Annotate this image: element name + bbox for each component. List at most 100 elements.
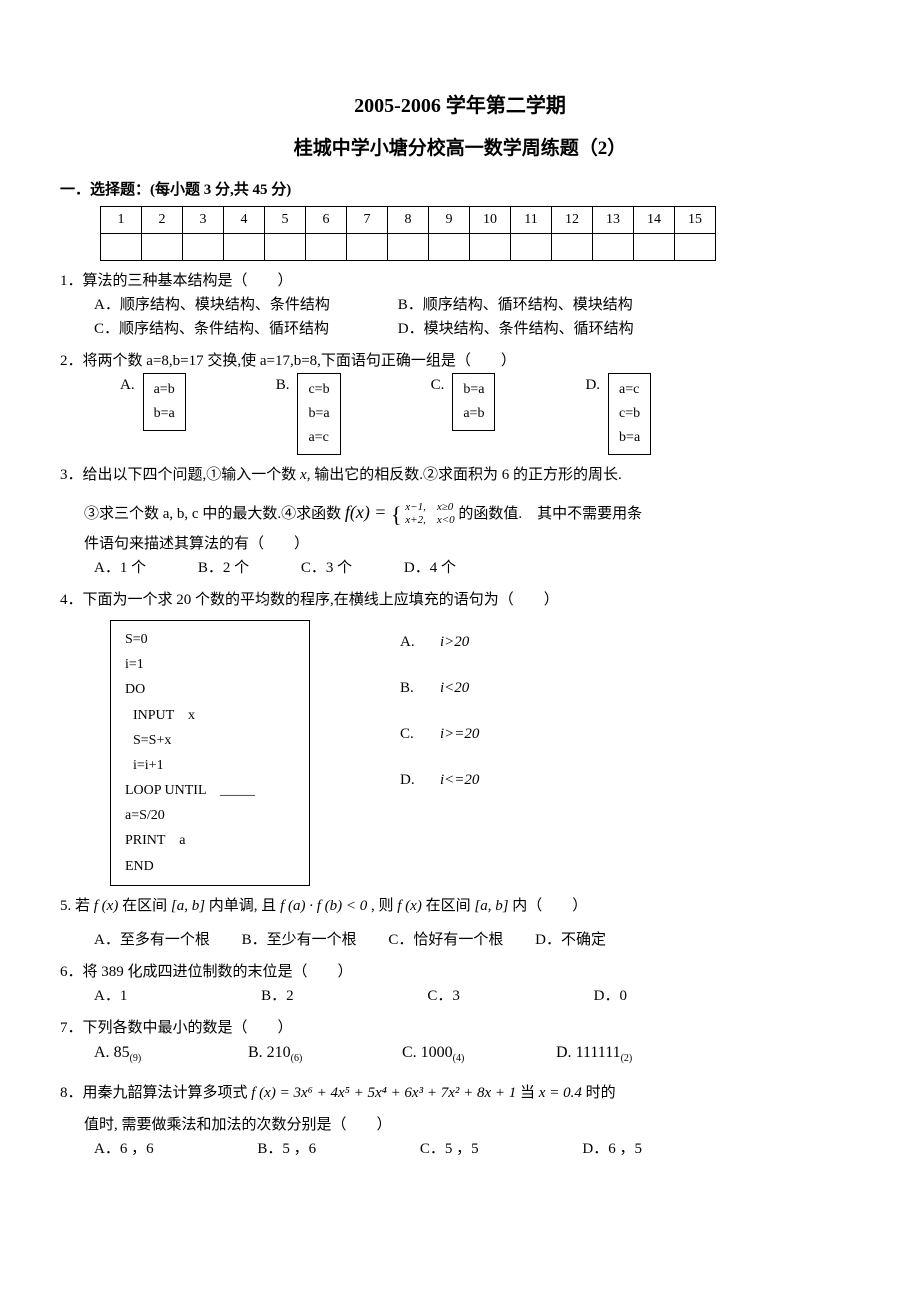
q4-C: i>=20 bbox=[440, 726, 479, 742]
q1-opts: A．顺序结构、模块结构、条件结构 B．顺序结构、循环结构、模块结构 C．顺序结构… bbox=[60, 293, 860, 341]
title-sub: 桂城中学小塘分校高一数学周练题（2） bbox=[60, 134, 860, 164]
title-main: 2005-2006 学年第二学期 bbox=[60, 90, 860, 122]
q6-opts: A．1 B．2 C．3 D．0 bbox=[60, 984, 860, 1008]
q8-line2: 值时, 需要做乘法和加法的次数分别是（ ） bbox=[60, 1113, 860, 1137]
grid-blank-cell bbox=[511, 234, 552, 261]
grid-blank-cell bbox=[183, 234, 224, 261]
q7-B-num: 210 bbox=[267, 1044, 291, 1061]
q3-B: B．2 个 bbox=[198, 556, 249, 580]
q5-opts: A．至多有一个根 B．至少有一个根 C．恰好有一个根 D．不确定 bbox=[60, 928, 860, 952]
q5-intv: [a, b] bbox=[171, 898, 205, 914]
brace-icon: { bbox=[391, 502, 402, 527]
code-line: i=1 bbox=[125, 652, 295, 677]
q2-opts: A. a=b b=a B. c=b b=a a=c C. b=a a=b D. bbox=[60, 373, 860, 454]
grid-head-cell: 12 bbox=[552, 207, 593, 234]
grid-head-cell: 8 bbox=[388, 207, 429, 234]
q5-A: A．至多有一个根 bbox=[94, 928, 210, 952]
q4-opts: A.i>20 B.i<20 C.i>=20 D.i<=20 bbox=[400, 630, 479, 814]
q8-line1: 8．用秦九韶算法计算多项式 f (x) = 3x⁶ + 4x⁵ + 5x⁴ + … bbox=[60, 1081, 860, 1105]
q5-pre: 5. 若 bbox=[60, 898, 94, 914]
grid-head-cell: 3 bbox=[183, 207, 224, 234]
code-line: S=S+x bbox=[125, 728, 295, 753]
q3-l1-x: x bbox=[300, 467, 307, 483]
q8-poly: f (x) = 3x⁶ + 4x⁵ + 5x⁴ + 6x³ + 7x² + 8x… bbox=[251, 1085, 516, 1101]
q2-B: B. c=b b=a a=c bbox=[276, 373, 341, 454]
q8-A: A．6 ，6 bbox=[94, 1137, 154, 1161]
q3-case-br: x<0 bbox=[437, 514, 455, 526]
q7-opts: A. 85(9) B. 210(6) C. 1000(4) D. 111111(… bbox=[60, 1040, 860, 1067]
q2-boxA-l2: b=a bbox=[154, 402, 175, 426]
grid-head-cell: 14 bbox=[634, 207, 675, 234]
grid-blank-cell bbox=[388, 234, 429, 261]
q8: 8．用秦九韶算法计算多项式 f (x) = 3x⁶ + 4x⁵ + 5x⁴ + … bbox=[60, 1081, 860, 1161]
grid-blank-cell bbox=[224, 234, 265, 261]
q6-stem: 6．将 389 化成四进位制数的末位是（ ） bbox=[60, 960, 860, 984]
q6-C: C．3 bbox=[427, 984, 460, 1008]
q1-C: C．顺序结构、条件结构、循环结构 bbox=[94, 317, 394, 341]
q8-C: C．5 ，5 bbox=[420, 1137, 479, 1161]
q7-D-pre: D. bbox=[556, 1044, 572, 1061]
q2-boxA-l1: a=b bbox=[154, 378, 175, 402]
q5-tail: 内（ ） bbox=[509, 898, 588, 914]
q1-stem: 1．算法的三种基本结构是（ ） bbox=[60, 269, 860, 293]
grid-head-cell: 15 bbox=[675, 207, 716, 234]
q8-pre: 8．用秦九韶算法计算多项式 bbox=[60, 1085, 251, 1101]
q5-m4: 在区间 bbox=[422, 898, 475, 914]
grid-head-cell: 10 bbox=[470, 207, 511, 234]
grid-head-cell: 6 bbox=[306, 207, 347, 234]
q6-A: A．1 bbox=[94, 984, 127, 1008]
q2-boxD-l1: a=c bbox=[619, 378, 640, 402]
grid-head-cell: 2 bbox=[142, 207, 183, 234]
q4-D: i<=20 bbox=[440, 772, 479, 788]
grid-blank-cell bbox=[552, 234, 593, 261]
q7-stem: 7．下列各数中最小的数是（ ） bbox=[60, 1016, 860, 1040]
q2-boxD-l2: c=b bbox=[619, 402, 640, 426]
q2-B-label: B. bbox=[276, 373, 290, 397]
q5-D: D．不确定 bbox=[535, 928, 606, 952]
grid-blank-cell bbox=[429, 234, 470, 261]
q1: 1．算法的三种基本结构是（ ） A．顺序结构、模块结构、条件结构 B．顺序结构、… bbox=[60, 269, 860, 341]
q3-l1-post: , 输出它的相反数.②求面积为 6 的正方形的周长. bbox=[307, 467, 622, 483]
q3-l2-post: 的函数值. 其中不需要用条 bbox=[458, 506, 642, 522]
grid-head-cell: 11 bbox=[511, 207, 552, 234]
q3-fx: f(x) = bbox=[345, 502, 391, 522]
q8-D: D．6 ，5 bbox=[582, 1137, 642, 1161]
code-line: INPUT x bbox=[125, 703, 295, 728]
q7: 7．下列各数中最小的数是（ ） A. 85(9) B. 210(6) C. 10… bbox=[60, 1016, 860, 1067]
q6-D: D．0 bbox=[594, 984, 627, 1008]
q6: 6．将 389 化成四进位制数的末位是（ ） A．1 B．2 C．3 D．0 bbox=[60, 960, 860, 1008]
code-line: i=i+1 bbox=[125, 753, 295, 778]
q8-B: B．5 ，6 bbox=[257, 1137, 316, 1161]
q5-intv2: [a, b] bbox=[474, 898, 508, 914]
q1-A: A．顺序结构、模块结构、条件结构 bbox=[94, 293, 394, 317]
q1-D: D．模块结构、条件结构、循环结构 bbox=[398, 321, 634, 337]
grid-blank-cell bbox=[142, 234, 183, 261]
q7-C-sub: (4) bbox=[453, 1053, 465, 1064]
q3: 3．给出以下四个问题,①输入一个数 x, 输出它的相反数.②求面积为 6 的正方… bbox=[60, 463, 860, 580]
q4-C-lab: C. bbox=[400, 722, 440, 746]
q2-stem: 2．将两个数 a=8,b=17 交换,使 a=17,b=8,下面语句正确一组是（… bbox=[60, 349, 860, 373]
q2-boxB-l3: a=c bbox=[308, 426, 329, 450]
q3-case-bl: x+2, bbox=[405, 514, 426, 526]
q5-cond: f (a) · f (b) < 0 bbox=[280, 898, 367, 914]
q5-m3: , 则 bbox=[367, 898, 397, 914]
grid-blank-cell bbox=[347, 234, 388, 261]
q2-B-box: c=b b=a a=c bbox=[297, 373, 340, 454]
section-head: 一．选择题：(每小题 3 分,共 45 分) bbox=[60, 178, 860, 202]
q5-B: B．至少有一个根 bbox=[242, 928, 357, 952]
q2-boxB-l2: b=a bbox=[308, 402, 329, 426]
q4-stem: 4．下面为一个求 20 个数的平均数的程序,在横线上应填充的语句为（ ） bbox=[60, 588, 860, 612]
q3-l2-pre: ③求三个数 a, b, c 中的最大数.④求函数 bbox=[84, 506, 345, 522]
q3-A: A．1 个 bbox=[94, 556, 146, 580]
q1-B: B．顺序结构、循环结构、模块结构 bbox=[398, 297, 633, 313]
q2-A-label: A. bbox=[120, 373, 135, 397]
q3-l1-pre: 3．给出以下四个问题,①输入一个数 bbox=[60, 467, 300, 483]
q8-mid: 当 bbox=[516, 1085, 539, 1101]
code-line: S=0 bbox=[125, 627, 295, 652]
grid-head-cell: 5 bbox=[265, 207, 306, 234]
q2-D-box: a=c c=b b=a bbox=[608, 373, 651, 454]
grid-blank-cell bbox=[101, 234, 142, 261]
q5-stem: 5. 若 f (x) 在区间 [a, b] 内单调, 且 f (a) · f (… bbox=[60, 894, 860, 918]
q2-C-label: C. bbox=[431, 373, 445, 397]
q2-D-label: D. bbox=[585, 373, 600, 397]
